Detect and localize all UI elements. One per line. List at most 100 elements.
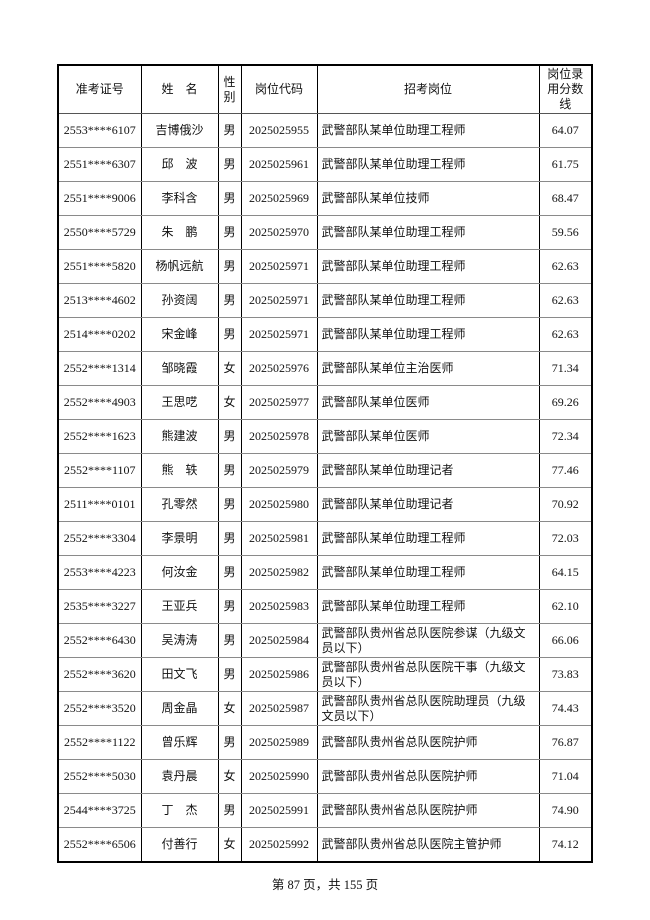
cell-exam-number: 2544****3725 xyxy=(57,793,142,828)
table-row: 2551****6307 邱 波男 2025025961 武警部队某单位助理工程师 61… xyxy=(57,147,593,182)
cell-exam-number: 2514****0202 xyxy=(57,317,142,352)
cell-name: 吴涛涛 xyxy=(140,623,219,658)
cell-name: 熊 轶 xyxy=(140,453,219,488)
cell-gender: 男 xyxy=(217,283,242,318)
cell-exam-number: 2550****5729 xyxy=(57,215,142,250)
col-header-gender: 性别 xyxy=(217,64,242,114)
cell-gender: 男 xyxy=(217,419,242,454)
col-header-exam-number: 准考证号 xyxy=(57,64,142,114)
cell-exam-number: 2551****6307 xyxy=(57,147,142,182)
cell-position-code: 2025025977 xyxy=(240,385,318,420)
cell-position-code: 2025025969 xyxy=(240,181,318,216)
cell-position-title: 武警部队某单位助理工程师 xyxy=(316,521,540,556)
cell-score-line: 77.46 xyxy=(538,453,593,488)
cell-position-code: 2025025976 xyxy=(240,351,318,386)
table-row: 2552****4903 王思呓女 2025025977 武警部队某单位医师 69.26 xyxy=(57,385,593,420)
cell-name: 王思呓 xyxy=(140,385,219,420)
cell-position-title: 武警部队贵州省总队医院助理员（九级文员以下） xyxy=(316,691,540,726)
cell-name: 袁丹晨 xyxy=(140,759,219,794)
cell-position-title: 武警部队贵州省总队医院护师 xyxy=(316,725,540,760)
cell-gender: 男 xyxy=(217,725,242,760)
cell-position-title: 武警部队某单位技师 xyxy=(316,181,540,216)
table-row: 2552****3304 李景明男 2025025981 武警部队某单位助理工程师 72… xyxy=(57,521,593,556)
cell-score-line: 74.43 xyxy=(538,691,593,726)
cell-position-code: 2025025979 xyxy=(240,453,318,488)
cell-gender: 男 xyxy=(217,453,242,488)
cell-name: 王亚兵 xyxy=(140,589,219,624)
cell-gender: 男 xyxy=(217,215,242,250)
cell-gender: 女 xyxy=(217,385,242,420)
table-row: 2513****4602 孙资阔男 2025025971 武警部队某单位助理工程师 62… xyxy=(57,283,593,318)
table-row: 2551****5820 杨帆远航男 2025025971 武警部队某单位助理工程师 6… xyxy=(57,249,593,284)
cell-exam-number: 2551****5820 xyxy=(57,249,142,284)
table-row: 2511****0101 孔零然男 2025025980 武警部队某单位助理记者 70.… xyxy=(57,487,593,522)
table-row: 2553****4223 何汝金男 2025025982 武警部队某单位助理工程师 64… xyxy=(57,555,593,590)
cell-name: 杨帆远航 xyxy=(140,249,219,284)
cell-score-line: 66.06 xyxy=(538,623,593,658)
cell-exam-number: 2552****6506 xyxy=(57,827,142,863)
cell-position-code: 2025025955 xyxy=(240,113,318,148)
cell-name: 邹晓霞 xyxy=(140,351,219,386)
table-row: 2552****5030 袁丹晨女 2025025990 武警部队贵州省总队医院护师 7… xyxy=(57,759,593,794)
cell-position-code: 2025025992 xyxy=(240,827,318,863)
cell-position-title: 武警部队某单位助理工程师 xyxy=(316,589,540,624)
table-row: 2553****6107 吉博俄沙男 2025025955 武警部队某单位助理工程师 6… xyxy=(57,113,593,148)
cell-exam-number: 2552****1314 xyxy=(57,351,142,386)
table-row: 2535****3227 王亚兵男 2025025983 武警部队某单位助理工程师 62… xyxy=(57,589,593,624)
cell-gender: 男 xyxy=(217,793,242,828)
col-header-score-line: 岗位录用分数线 xyxy=(538,64,593,114)
score-table: 准考证号 姓 名 性别 岗位代码 招考岗位 岗位录用分数线 2553****61… xyxy=(57,64,593,863)
cell-name: 孙资阔 xyxy=(140,283,219,318)
cell-name: 周金晶 xyxy=(140,691,219,726)
cell-gender: 男 xyxy=(217,113,242,148)
cell-position-code: 2025025971 xyxy=(240,249,318,284)
cell-exam-number: 2552****1623 xyxy=(57,419,142,454)
cell-position-title: 武警部队某单位助理工程师 xyxy=(316,249,540,284)
cell-exam-number: 2552****3620 xyxy=(57,657,142,692)
cell-position-title: 武警部队某单位医师 xyxy=(316,419,540,454)
cell-name: 付善行 xyxy=(140,827,219,863)
cell-score-line: 74.90 xyxy=(538,793,593,828)
cell-position-title: 武警部队某单位助理工程师 xyxy=(316,317,540,352)
cell-position-title: 武警部队某单位助理工程师 xyxy=(316,113,540,148)
cell-position-title: 武警部队贵州省总队医院护师 xyxy=(316,759,540,794)
cell-gender: 男 xyxy=(217,317,242,352)
cell-score-line: 61.75 xyxy=(538,147,593,182)
cell-position-code: 2025025987 xyxy=(240,691,318,726)
cell-position-code: 2025025970 xyxy=(240,215,318,250)
cell-gender: 男 xyxy=(217,181,242,216)
cell-gender: 女 xyxy=(217,759,242,794)
cell-gender: 男 xyxy=(217,657,242,692)
cell-gender: 男 xyxy=(217,249,242,284)
cell-name: 田文飞 xyxy=(140,657,219,692)
table-row: 2552****6430 吴涛涛男 2025025984 武警部队贵州省总队医院参谋（… xyxy=(57,623,593,658)
cell-exam-number: 2552****4903 xyxy=(57,385,142,420)
cell-name: 熊建波 xyxy=(140,419,219,454)
cell-position-code: 2025025978 xyxy=(240,419,318,454)
cell-score-line: 72.34 xyxy=(538,419,593,454)
cell-position-title: 武警部队某单位助理记者 xyxy=(316,487,540,522)
cell-gender: 男 xyxy=(217,521,242,556)
cell-score-line: 72.03 xyxy=(538,521,593,556)
cell-score-line: 70.92 xyxy=(538,487,593,522)
table-row: 2544****3725 丁 杰男 2025025991 武警部队贵州省总队医院护师 7… xyxy=(57,793,593,828)
cell-position-code: 2025025989 xyxy=(240,725,318,760)
cell-name: 孔零然 xyxy=(140,487,219,522)
cell-score-line: 71.04 xyxy=(538,759,593,794)
cell-exam-number: 2552****1122 xyxy=(57,725,142,760)
col-header-position-code: 岗位代码 xyxy=(240,64,318,114)
cell-exam-number: 2553****4223 xyxy=(57,555,142,590)
cell-position-title: 武警部队贵州省总队医院干事（九级文员以下） xyxy=(316,657,540,692)
cell-position-title: 武警部队某单位主治医师 xyxy=(316,351,540,386)
table-row: 2551****9006 李科含男 2025025969 武警部队某单位技师 68.47 xyxy=(57,181,593,216)
cell-gender: 男 xyxy=(217,623,242,658)
cell-position-code: 2025025971 xyxy=(240,317,318,352)
cell-position-code: 2025025981 xyxy=(240,521,318,556)
cell-gender: 女 xyxy=(217,691,242,726)
cell-position-code: 2025025991 xyxy=(240,793,318,828)
cell-position-code: 2025025984 xyxy=(240,623,318,658)
cell-score-line: 59.56 xyxy=(538,215,593,250)
cell-score-line: 62.63 xyxy=(538,249,593,284)
cell-position-title: 武警部队某单位助理工程师 xyxy=(316,555,540,590)
table-row: 2550****5729 朱 鹏男 2025025970 武警部队某单位助理工程师 59… xyxy=(57,215,593,250)
